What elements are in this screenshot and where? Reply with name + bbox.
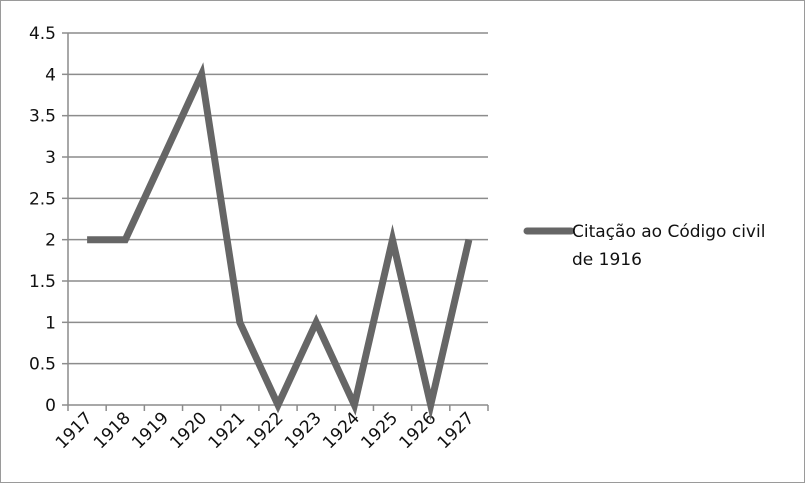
x-tick-label: 1927: [434, 408, 479, 453]
legend: Citação ao Código civil de 1916: [527, 222, 765, 270]
y-tick-label: 0: [45, 396, 56, 416]
y-tick-label: 1: [45, 313, 56, 333]
y-tick-label: 3: [45, 148, 56, 168]
x-tick-label: 1919: [128, 408, 173, 453]
x-tick-label: 1917: [52, 408, 97, 453]
y-tick-label: 2.5: [29, 189, 56, 209]
gridlines: [68, 33, 488, 364]
x-tick-label: 1924: [319, 408, 364, 453]
y-tick-label: 4.5: [29, 24, 56, 44]
x-axis-ticks: 1917191819191920192119221923192419251926…: [52, 408, 479, 453]
x-tick-label: 1923: [281, 408, 326, 453]
y-tick-label: 0.5: [29, 355, 56, 375]
x-tick-label: 1918: [90, 408, 135, 453]
legend-label-line2: de 1916: [572, 250, 642, 270]
y-tick-label: 2: [45, 231, 56, 251]
legend-label-line1: Citação ao Código civil: [572, 222, 765, 242]
y-axis-ticks: 0 0.5 1 1.5 2 2.5 3 3.5 4 4.5: [29, 24, 56, 416]
x-tick-label: 1920: [166, 408, 211, 453]
axes: [62, 33, 488, 411]
x-tick-label: 1922: [243, 408, 288, 453]
y-tick-label: 3.5: [29, 107, 56, 127]
x-tick-label: 1926: [396, 408, 441, 453]
x-tick-label: 1925: [357, 408, 402, 453]
x-tick-label: 1921: [205, 408, 250, 453]
y-tick-label: 4: [45, 65, 56, 85]
y-tick-label: 1.5: [29, 272, 56, 292]
